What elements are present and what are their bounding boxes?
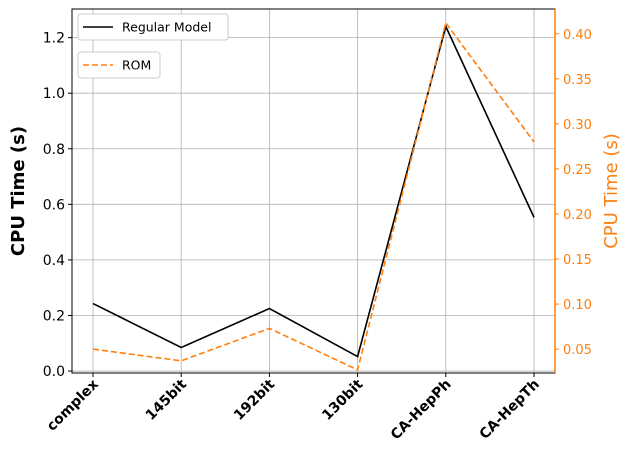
legend-box [77,13,229,41]
y-tick-label: 0.0 [43,364,65,380]
x-axis: complex 145bit 192bit 130bit CA-HepPh CA-HepT… [44,373,543,443]
legend-label-1: Regular Model [122,20,211,35]
legend-label-2: ROM [122,58,151,73]
y-right-tick-label: 0.10 [563,298,592,313]
legend: Regular Model ROM [77,13,229,79]
y-tick-label: 1.2 [43,31,65,47]
y-tick-label: 0.6 [43,197,65,213]
y-axis-left: 0.0 0.2 0.4 0.6 0.8 1.0 1.2 [43,31,72,380]
x-tick-label: complex [44,377,102,435]
y-right-tick-label: 0.30 [563,118,592,133]
y-axis-label-right: CPU Time (s) [601,133,622,249]
x-tick-label: 130bit [319,376,366,423]
series-line-2 [92,21,535,371]
y-axis-label-left: CPU Time (s) [8,126,29,256]
series-lines [92,21,535,371]
y-axis-right: 0.05 0.10 0.15 0.20 0.25 0.30 0.35 0.40 [555,28,592,358]
series-line-1 [92,24,535,358]
y-right-tick-label: 0.40 [563,28,592,43]
y-right-tick-label: 0.35 [563,73,592,88]
x-tick-label: 145bit [143,376,190,423]
y-right-tick-label: 0.05 [563,343,592,358]
y-tick-label: 0.4 [43,253,65,269]
y-tick-label: 0.2 [43,308,65,324]
y-tick-label: 0.8 [43,142,65,158]
y-right-tick-label: 0.15 [563,253,592,268]
y-tick-label: 1.0 [43,86,65,102]
y-right-tick-label: 0.20 [563,208,592,223]
grid [72,9,555,373]
x-tick-label: 192bit [231,376,278,423]
legend-box [77,51,161,79]
y-right-tick-label: 0.25 [563,163,592,178]
x-tick-label: CA-HepPh [388,377,455,444]
x-tick-label: CA-HepTh [477,377,543,443]
